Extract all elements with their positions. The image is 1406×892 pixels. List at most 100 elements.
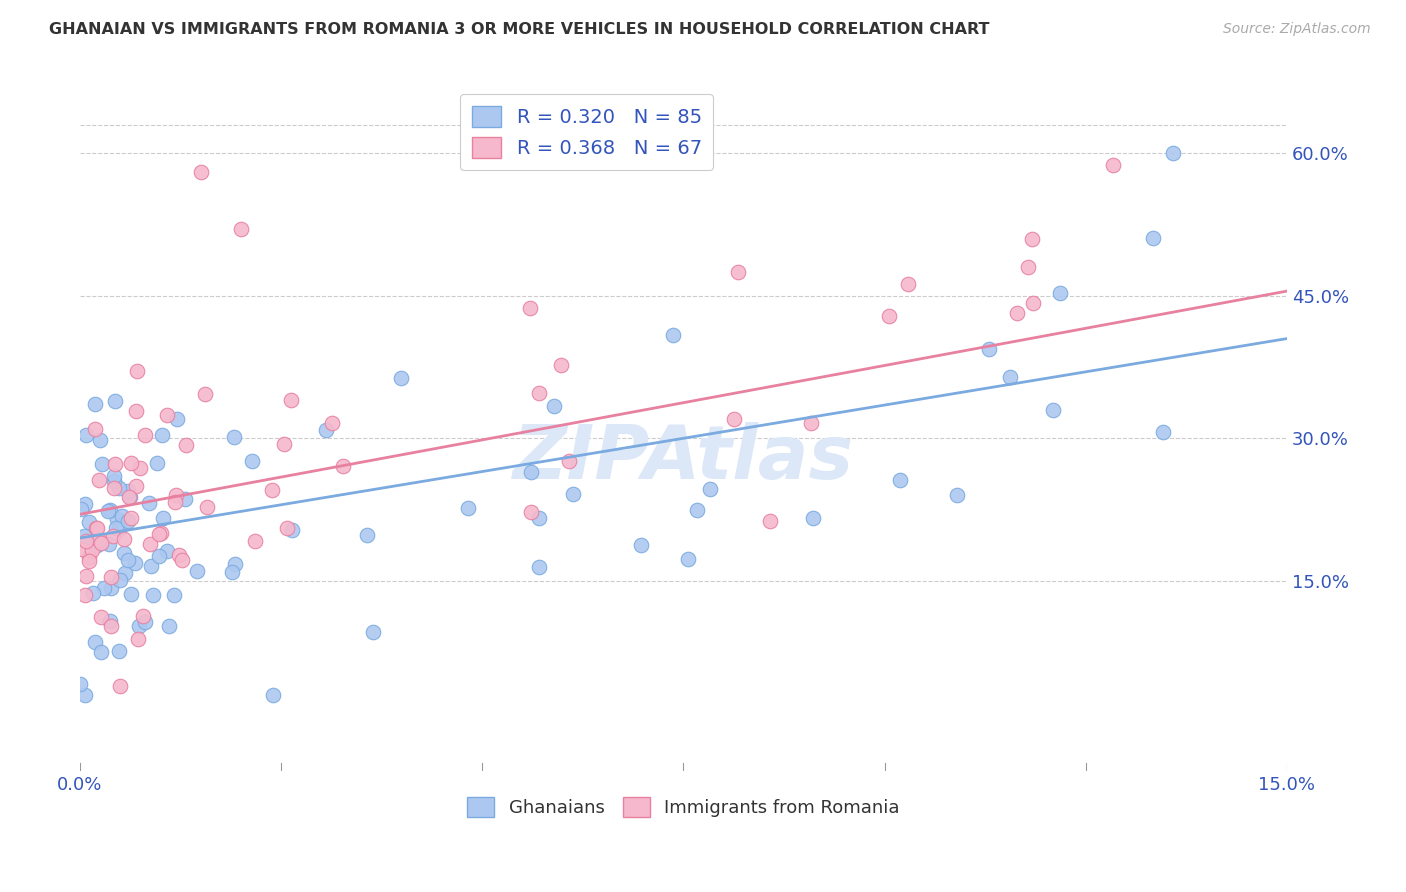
Point: [87, 533, 110, 547]
Text: ZIPAtlas: ZIPAtlas: [513, 422, 853, 495]
Point: [699, 482, 721, 496]
Point: [1005, 306, 1028, 320]
Point: [148, 549, 170, 563]
Point: [107, 481, 129, 495]
Point: [389, 371, 412, 385]
Point: [125, 404, 148, 418]
Text: GHANAIAN VS IMMIGRANTS FROM ROMANIA 3 OR MORE VEHICLES IN HOUSEHOLD CORRELATION : GHANAIAN VS IMMIGRANTS FROM ROMANIA 3 OR…: [49, 22, 990, 37]
Point: [69, 676, 91, 690]
Point: [90, 535, 112, 549]
Point: [75, 428, 97, 442]
Point: [73, 496, 96, 510]
Point: [723, 412, 745, 426]
Point: [112, 516, 135, 531]
Point: [75, 569, 97, 583]
Point: [98, 615, 121, 629]
Point: [139, 559, 162, 574]
Point: [148, 527, 170, 541]
Point: [361, 624, 384, 639]
Point: [1017, 260, 1039, 274]
Point: [332, 458, 354, 473]
Point: [163, 588, 186, 602]
Point: [356, 527, 378, 541]
Point: [550, 358, 572, 372]
Point: [520, 505, 543, 519]
Point: [142, 588, 165, 602]
Point: [527, 385, 550, 400]
Point: [107, 644, 129, 658]
Point: [134, 615, 156, 629]
Point: [174, 438, 197, 452]
Point: [80, 543, 103, 558]
Point: [727, 264, 749, 278]
Legend: Ghanaians, Immigrants from Romania: Ghanaians, Immigrants from Romania: [460, 789, 907, 824]
Point: [801, 510, 824, 524]
Point: [127, 632, 149, 647]
Point: [118, 491, 141, 505]
Point: [224, 430, 246, 444]
Point: [124, 556, 146, 570]
Point: [139, 537, 162, 551]
Point: [520, 465, 543, 479]
Point: [273, 437, 295, 451]
Point: [125, 479, 148, 493]
Point: [110, 679, 132, 693]
Point: [1142, 231, 1164, 245]
Point: [194, 386, 217, 401]
Point: [998, 370, 1021, 384]
Point: [155, 408, 177, 422]
Text: Source: ZipAtlas.com: Source: ZipAtlas.com: [1223, 22, 1371, 37]
Point: [83, 635, 105, 649]
Point: [165, 488, 187, 502]
Point: [156, 543, 179, 558]
Point: [77, 549, 100, 564]
Point: [98, 503, 121, 517]
Point: [558, 454, 581, 468]
Point: [134, 427, 156, 442]
Point: [90, 645, 112, 659]
Point: [89, 433, 111, 447]
Point: [90, 457, 112, 471]
Point: [157, 619, 180, 633]
Point: [759, 514, 782, 528]
Point: [800, 416, 823, 430]
Point: [120, 456, 142, 470]
Point: [167, 548, 190, 562]
Point: [1152, 425, 1174, 439]
Point: [281, 523, 304, 537]
Point: [103, 474, 125, 488]
Point: [1021, 232, 1043, 246]
Point: [120, 511, 142, 525]
Point: [676, 552, 699, 566]
Point: [170, 552, 193, 566]
Point: [117, 553, 139, 567]
Point: [152, 511, 174, 525]
Point: [101, 529, 124, 543]
Point: [73, 529, 96, 543]
Point: [84, 520, 107, 534]
Point: [87, 473, 110, 487]
Point: [98, 537, 121, 551]
Point: [260, 483, 283, 497]
Point: [240, 454, 263, 468]
Point: [97, 504, 120, 518]
Point: [1161, 146, 1184, 161]
Point: [1101, 158, 1123, 172]
Point: [145, 456, 167, 470]
Point: [132, 608, 155, 623]
Point: [877, 309, 900, 323]
Point: [86, 521, 108, 535]
Point: [221, 565, 243, 579]
Point: [82, 586, 104, 600]
Point: [103, 481, 125, 495]
Point: [527, 510, 550, 524]
Point: [70, 542, 93, 557]
Point: [977, 342, 1000, 356]
Point: [104, 521, 127, 535]
Point: [118, 491, 141, 505]
Point: [662, 328, 685, 343]
Point: [149, 526, 172, 541]
Point: [100, 619, 122, 633]
Point: [100, 582, 122, 596]
Point: [150, 427, 173, 442]
